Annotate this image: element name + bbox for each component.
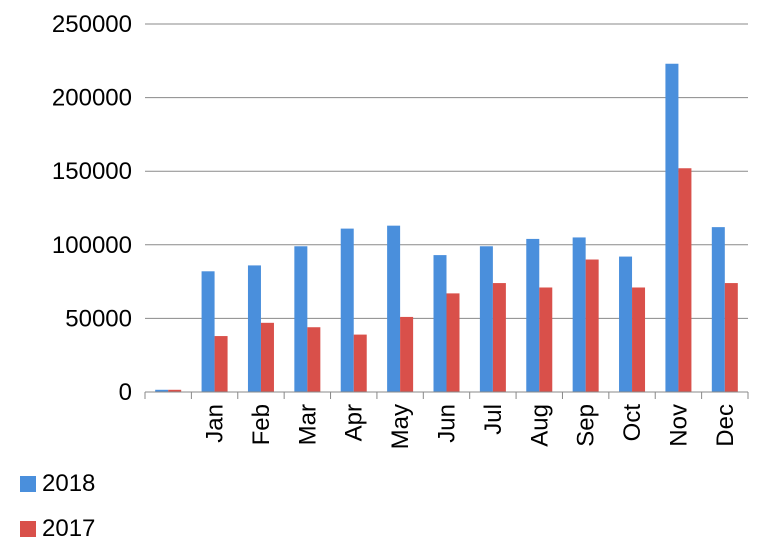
bar-2017-sep <box>585 259 599 392</box>
y-tick-label: 150000 <box>52 158 132 185</box>
bar-2017-jul <box>492 283 506 392</box>
legend-item-2018: 2018 <box>20 470 95 498</box>
bar-2018-may <box>387 225 401 392</box>
bar-2017-jan <box>214 336 228 392</box>
x-axis-ticks: Jan Feb Mar Apr May Jun Jul Aug Sep Oct Nov Dec <box>144 392 749 449</box>
bar-2017-may <box>400 316 414 392</box>
legend-label-2018: 2018 <box>42 470 96 497</box>
bar-2018-jul <box>479 246 493 392</box>
x-tick-label: Feb <box>248 404 275 445</box>
bar-2018-mar <box>294 246 308 392</box>
y-tick-label: 50000 <box>65 305 132 332</box>
y-tick-label: 200000 <box>52 85 132 112</box>
x-tick-label: May <box>387 404 414 449</box>
bar-2017-jun <box>446 293 460 392</box>
bars <box>155 63 738 393</box>
x-tick-label: Dec <box>712 404 739 447</box>
bar-2018-nov <box>665 63 679 393</box>
bar-2017-apr <box>353 334 367 392</box>
bar-2018-sep <box>572 237 586 392</box>
bar-2018-apr <box>340 228 354 392</box>
bar-2018-jan <box>201 271 215 392</box>
x-tick-label: Oct <box>619 404 646 442</box>
bar-2017-mar <box>307 327 321 392</box>
x-tick-label: Jul <box>480 404 507 435</box>
x-tick-label: Apr <box>341 404 368 441</box>
bar-2017-dec <box>724 283 738 392</box>
bar-2018-blank <box>155 389 169 392</box>
x-tick-label: Jun <box>434 404 461 443</box>
bar-2018-oct <box>619 256 633 392</box>
bar-2017-blank <box>168 389 182 392</box>
x-tick-label: Mar <box>294 404 321 445</box>
x-tick-label: Nov <box>665 404 692 447</box>
y-axis-ticks: 0 50000 100000 150000 200000 250000 <box>52 11 132 406</box>
y-tick-label: 0 <box>119 379 132 406</box>
legend-swatch-2018 <box>20 476 36 492</box>
y-tick-label: 100000 <box>52 232 132 259</box>
bar-2018-dec <box>711 227 725 392</box>
y-tick-label: 250000 <box>52 11 132 38</box>
bar-2018-feb <box>247 265 261 392</box>
x-tick-label: Sep <box>573 404 600 447</box>
legend-swatch-2017 <box>20 521 36 537</box>
bar-2018-jun <box>433 255 447 392</box>
bar-2017-feb <box>260 322 274 392</box>
bar-2017-aug <box>539 287 553 392</box>
bar-2017-oct <box>632 287 646 392</box>
bar-2017-nov <box>678 168 692 392</box>
legend-item-2017: 2017 <box>20 515 95 543</box>
legend-label-2017: 2017 <box>42 515 96 542</box>
x-tick-label: Aug <box>526 404 553 447</box>
bar-2018-aug <box>526 238 540 392</box>
x-tick-label: Jan <box>202 404 229 443</box>
